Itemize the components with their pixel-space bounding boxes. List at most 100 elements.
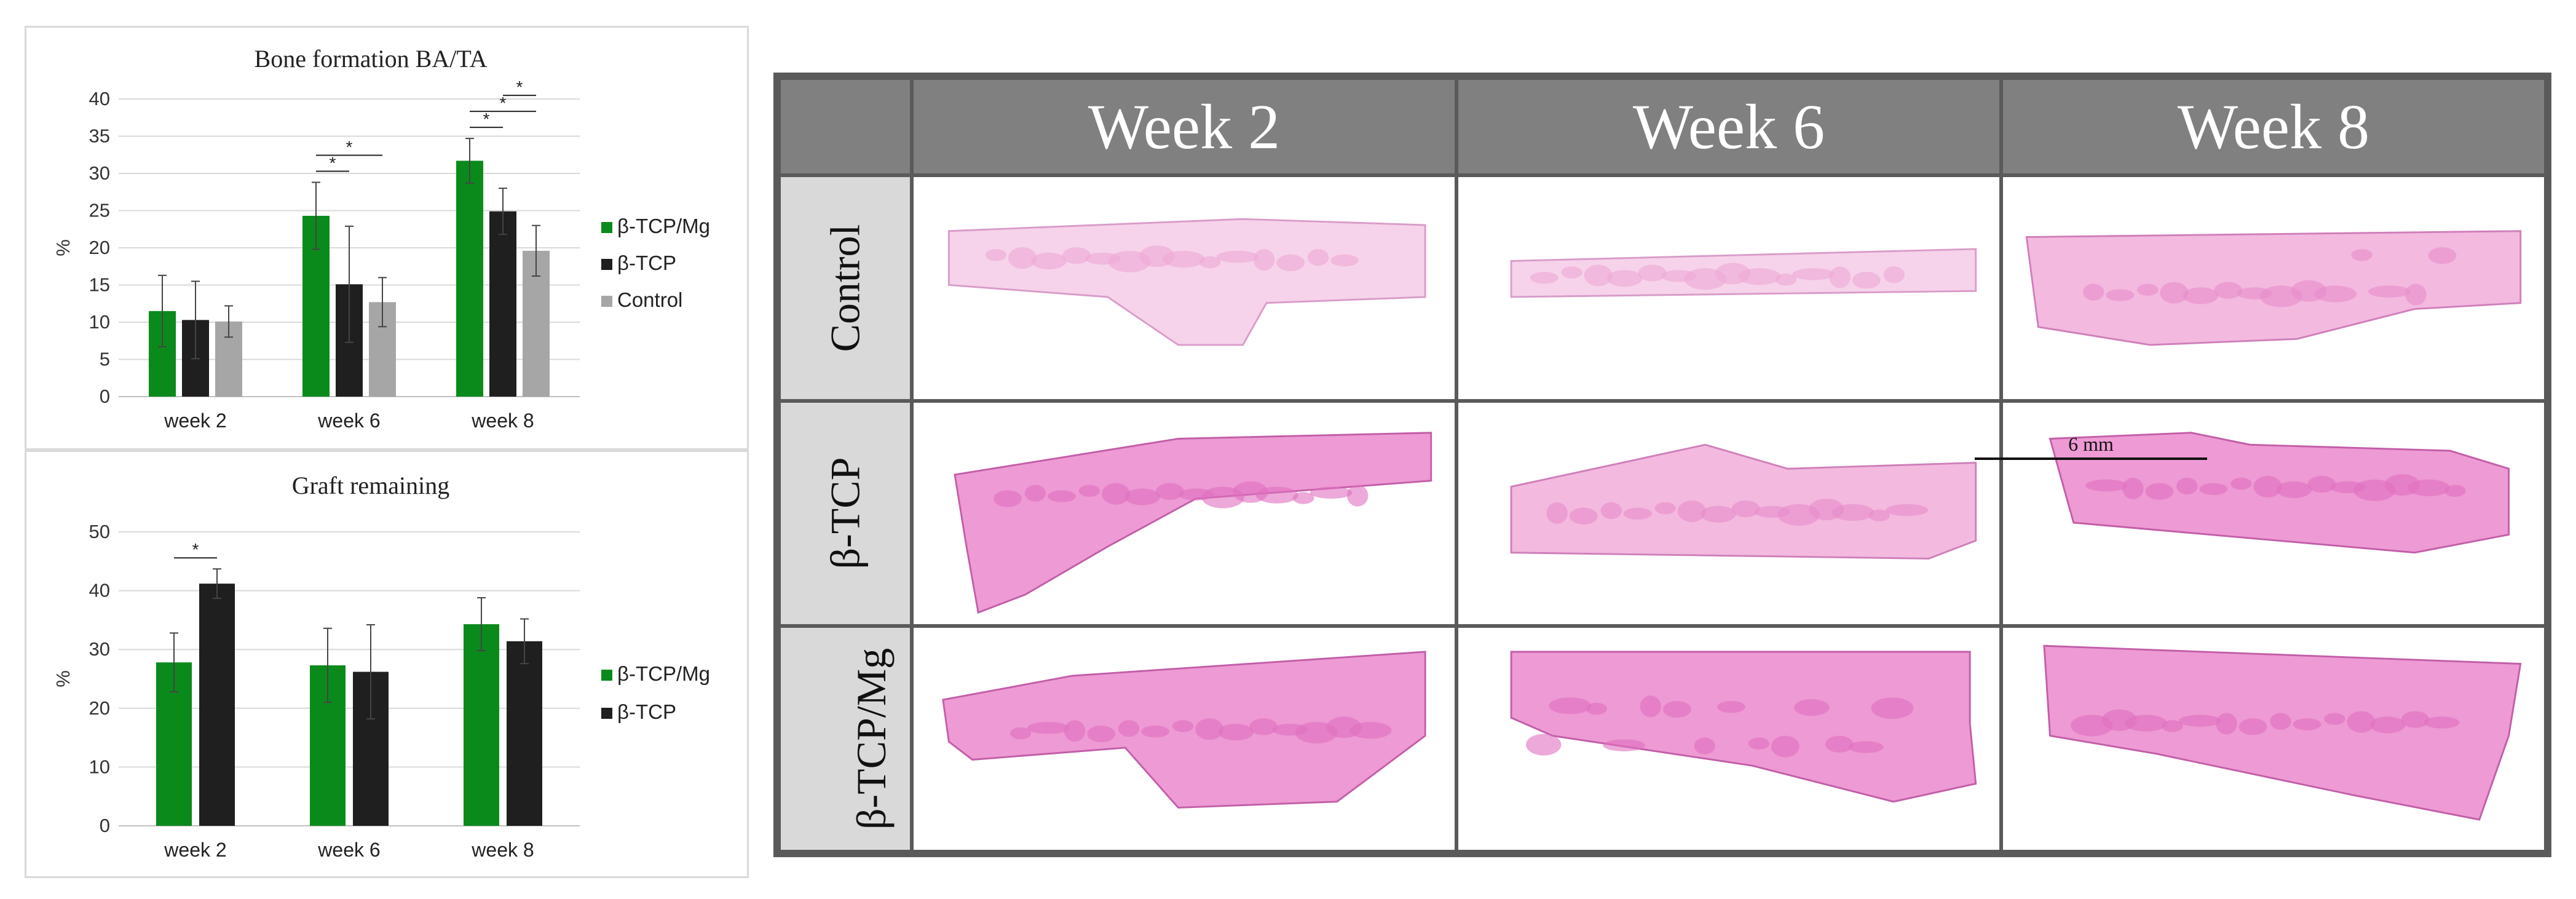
y-tick-label: 40 bbox=[89, 88, 110, 109]
tissue-texture bbox=[1600, 502, 1622, 519]
tissue-outline bbox=[954, 431, 1432, 614]
tissue-texture bbox=[1738, 268, 1781, 285]
tissue-texture bbox=[2444, 485, 2466, 497]
tissue-texture bbox=[1216, 250, 1259, 263]
tissue-texture bbox=[1677, 500, 1706, 522]
tissue-texture bbox=[1852, 272, 1881, 289]
y-tick-label: 40 bbox=[89, 580, 110, 601]
tissue-texture bbox=[1569, 507, 1598, 525]
bar-b-tcp-week-8 bbox=[507, 641, 542, 826]
scale-bar-line bbox=[1975, 457, 2207, 460]
tissue-texture bbox=[1255, 486, 1298, 504]
x-category-label: week 6 bbox=[317, 839, 380, 861]
bar-b-tcp-mg-week-8 bbox=[456, 160, 483, 397]
tissue-texture bbox=[1549, 697, 1592, 715]
y-tick-label: 0 bbox=[100, 815, 110, 836]
tissue-texture bbox=[2230, 477, 2252, 489]
tissue-texture bbox=[1868, 509, 1891, 521]
y-tick-label: 10 bbox=[89, 756, 110, 777]
tissue-texture bbox=[2351, 248, 2373, 261]
tissue-texture bbox=[1087, 726, 1116, 743]
tissue-texture bbox=[1717, 701, 1745, 713]
legend-swatch-b-tcp bbox=[601, 708, 612, 719]
chart-title: Bone formation BA/TA bbox=[255, 45, 488, 73]
tissue-texture bbox=[2424, 716, 2460, 729]
tissue-texture bbox=[1883, 266, 1905, 283]
tissue-texture bbox=[1249, 718, 1278, 735]
tissue-texture bbox=[985, 248, 1007, 261]
tissue-texture bbox=[1199, 256, 1221, 269]
y-tick-label: 30 bbox=[89, 638, 110, 660]
significance-star: * bbox=[330, 154, 336, 173]
tissue-texture bbox=[2369, 716, 2406, 734]
tissue-texture bbox=[1253, 248, 1275, 271]
tissue-texture bbox=[1141, 726, 1170, 738]
tissue-texture bbox=[1156, 483, 1184, 500]
legend-label-b-tcp-mg: β-TCP/Mg bbox=[617, 662, 710, 685]
tissue-section bbox=[2043, 645, 2522, 821]
histology-row-control: Control bbox=[777, 173, 2548, 403]
tissue-texture bbox=[2122, 477, 2144, 499]
tissue-texture bbox=[1064, 720, 1086, 742]
tissue-texture bbox=[1024, 485, 1046, 502]
tissue-texture bbox=[1124, 488, 1160, 505]
x-category-label: week 2 bbox=[164, 410, 226, 432]
tissue-section bbox=[2025, 230, 2522, 346]
tissue-texture bbox=[2270, 713, 2291, 731]
tissue-texture bbox=[1195, 718, 1224, 740]
tissue-texture bbox=[1586, 703, 1607, 715]
tissue-section bbox=[947, 218, 1426, 346]
x-category-label: week 2 bbox=[164, 839, 226, 861]
significance-star: * bbox=[346, 138, 353, 157]
tissue-texture bbox=[1701, 505, 1736, 523]
histology-header-row: Week 2 Week 6 Week 8 bbox=[777, 76, 2548, 177]
y-tick-label: 50 bbox=[89, 521, 110, 542]
y-tick-label: 25 bbox=[89, 200, 110, 221]
tissue-texture bbox=[1031, 252, 1067, 270]
legend-label-b-tcp: β-TCP bbox=[617, 700, 676, 723]
tissue-texture bbox=[2238, 718, 2267, 735]
significance-star: * bbox=[192, 540, 199, 559]
tissue-texture bbox=[1662, 701, 1691, 718]
tissue-texture bbox=[2260, 285, 2302, 307]
row-header-btcp-mg: β-TCP/Mg bbox=[777, 624, 914, 853]
tissue-outline bbox=[947, 218, 1426, 346]
legend-label-b-tcp-mg: β-TCP/Mg bbox=[617, 215, 710, 237]
tissue-texture bbox=[1201, 486, 1244, 509]
tissue-texture bbox=[1748, 737, 1769, 750]
scale-bar-label: 6 mm bbox=[2068, 433, 2114, 455]
tissue-texture bbox=[2307, 475, 2336, 493]
tissue-texture bbox=[994, 489, 1022, 507]
tissue-texture bbox=[2276, 481, 2312, 498]
tissue-texture bbox=[1330, 254, 1359, 267]
histology-row-btcp: β-TCP bbox=[777, 398, 2548, 628]
tissue-texture bbox=[2401, 711, 2430, 729]
tissue-texture bbox=[2216, 713, 2237, 735]
y-tick-label: 20 bbox=[89, 697, 110, 719]
tissue-texture bbox=[1172, 720, 1194, 732]
bar-b-tcp-mg-week-8 bbox=[464, 624, 499, 826]
tissue-texture bbox=[1009, 727, 1032, 740]
tissue-texture bbox=[1829, 266, 1851, 288]
histology-grid: Week 2 Week 6 Week 8 Control β-TCP β-TCP… bbox=[773, 73, 2551, 857]
legend-label-b-tcp: β-TCP bbox=[617, 251, 676, 274]
tissue-texture bbox=[1775, 273, 1796, 286]
tissue-texture bbox=[1162, 250, 1205, 268]
histology-image-btcp-week-2 bbox=[910, 398, 1458, 628]
tissue-texture bbox=[1771, 735, 1800, 758]
significance-star: * bbox=[500, 93, 507, 113]
tissue-texture bbox=[1048, 489, 1076, 502]
tissue-texture bbox=[1276, 254, 1305, 272]
tissue-texture bbox=[2405, 283, 2427, 306]
bone-formation-chart-panel: Bone formation BA/TA 0 5 10 15 20 25 30 35 40% wee… bbox=[25, 26, 749, 450]
histology-image-btcp-mg-week-2 bbox=[910, 624, 1458, 853]
tissue-texture bbox=[2214, 282, 2243, 299]
tissue-texture bbox=[1584, 264, 1613, 287]
tissue-section bbox=[1510, 651, 1977, 803]
row-header-btcp: β-TCP bbox=[777, 398, 914, 628]
tissue-texture bbox=[2199, 483, 2228, 495]
legend-label-control: Control bbox=[617, 288, 682, 311]
tissue-section bbox=[1510, 248, 1977, 298]
significance-star: * bbox=[483, 109, 490, 129]
y-tick-label: 35 bbox=[89, 125, 110, 147]
